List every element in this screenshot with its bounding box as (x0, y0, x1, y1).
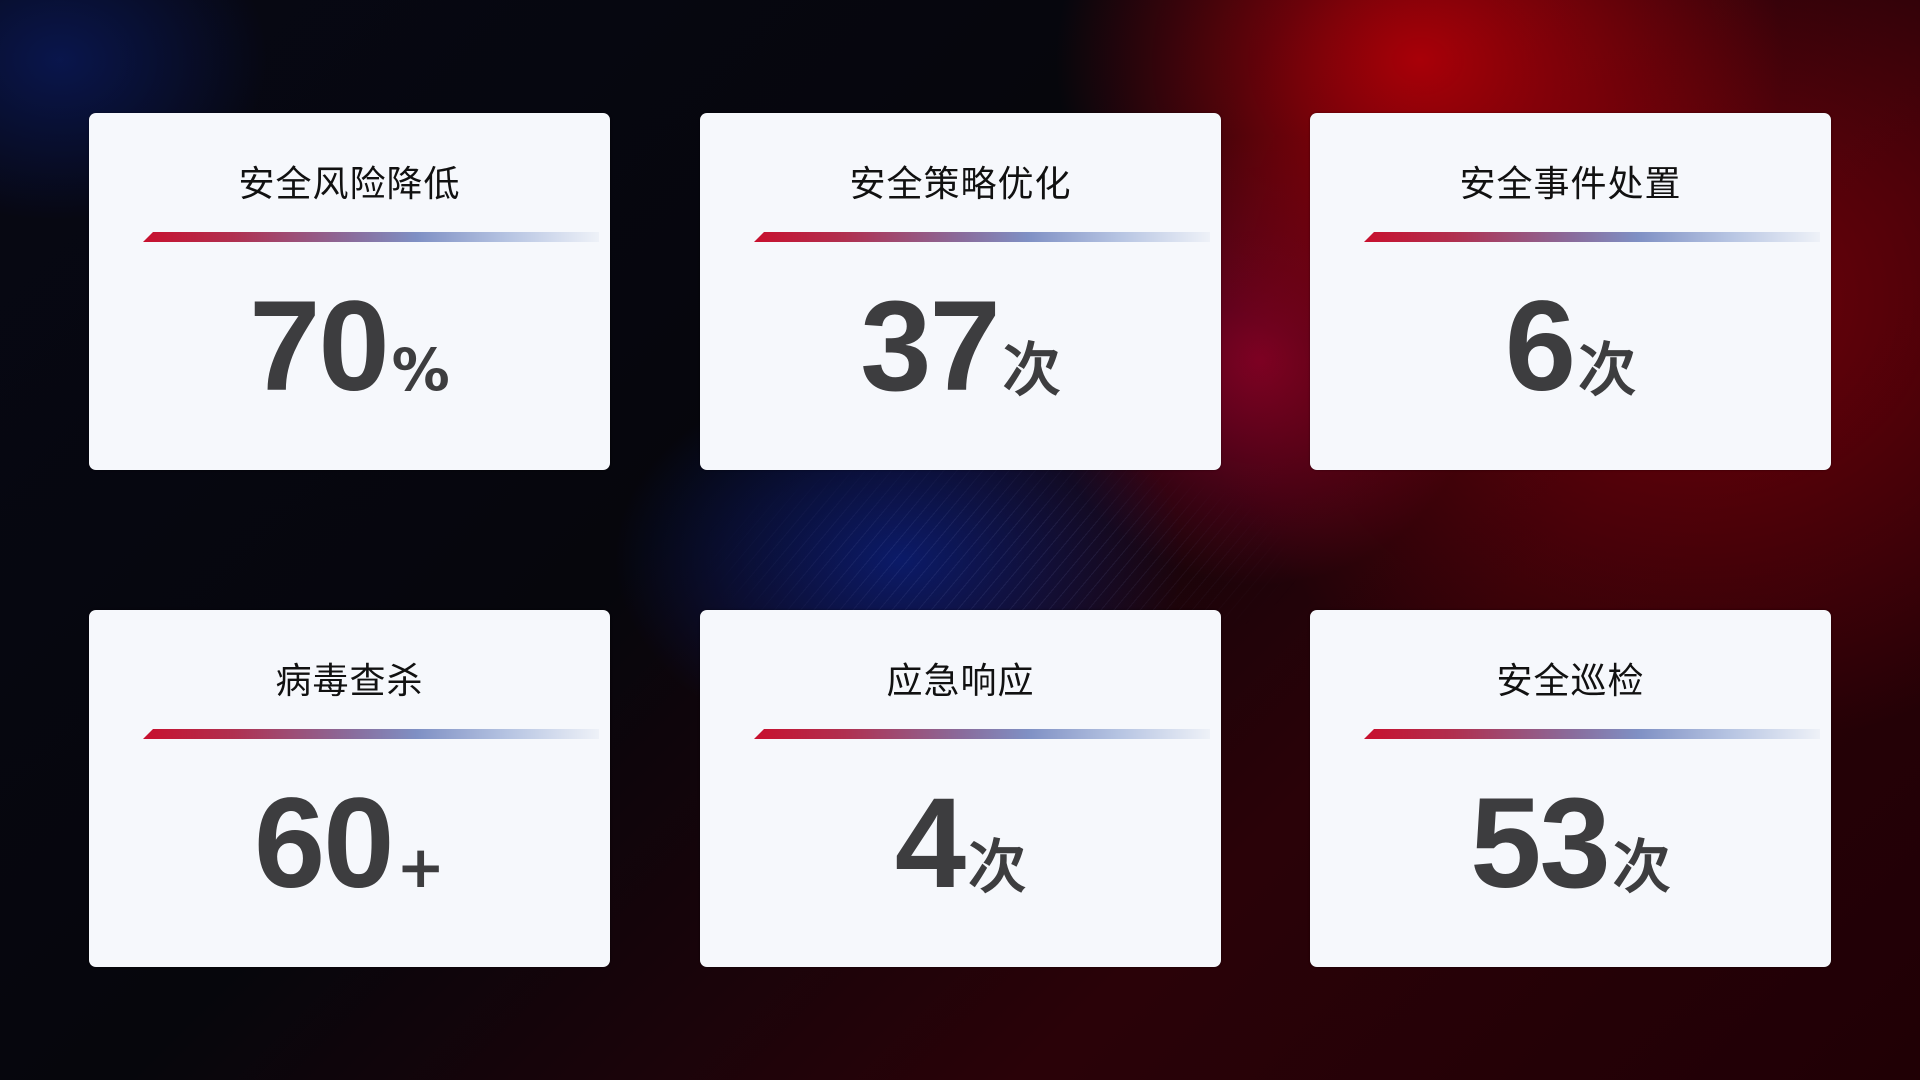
value-number: 60 (254, 772, 394, 915)
value-number: 70 (249, 275, 389, 418)
card-value: 70% (89, 273, 610, 420)
gradient-divider (1364, 232, 1820, 242)
gradient-divider (754, 232, 1210, 242)
stat-card-emergency-response: 应急响应 4次 (700, 610, 1221, 967)
gradient-divider (754, 729, 1210, 739)
stat-card-security-inspection: 安全巡检 53次 (1310, 610, 1831, 967)
value-number: 4 (894, 772, 966, 915)
value-unit: 次 (1612, 833, 1671, 901)
gradient-divider (143, 729, 599, 739)
card-value: 4次 (700, 770, 1221, 917)
card-title: 安全策略优化 (849, 164, 1072, 205)
card-value: 53次 (1310, 770, 1831, 917)
value-unit: 次 (1578, 336, 1637, 404)
gradient-divider (1364, 729, 1820, 739)
card-title: 应急响应 (886, 661, 1035, 702)
value-unit: 次 (968, 833, 1027, 901)
value-unit: + (396, 833, 445, 901)
value-number: 37 (860, 275, 1000, 418)
value-unit: 次 (1002, 336, 1061, 404)
stat-card-policy-optimization: 安全策略优化 37次 (700, 113, 1221, 470)
card-title: 安全事件处置 (1459, 164, 1682, 205)
stat-card-incident-handling: 安全事件处置 6次 (1310, 113, 1831, 470)
stat-card-virus-removal: 病毒查杀 60+ (89, 610, 610, 967)
card-title: 安全风险降低 (238, 164, 461, 205)
value-unit: % (391, 336, 450, 404)
stat-card-risk-reduction: 安全风险降低 70% (89, 113, 610, 470)
value-number: 6 (1504, 275, 1576, 418)
card-title: 安全巡检 (1496, 661, 1645, 702)
card-value: 37次 (700, 273, 1221, 420)
card-title: 病毒查杀 (275, 661, 424, 702)
card-value: 6次 (1310, 273, 1831, 420)
gradient-divider (143, 232, 599, 242)
value-number: 53 (1470, 772, 1610, 915)
card-value: 60+ (89, 770, 610, 917)
